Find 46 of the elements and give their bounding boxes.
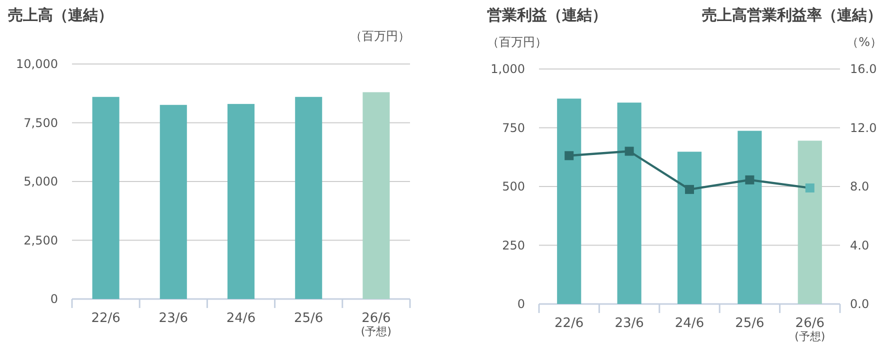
point [745, 175, 754, 184]
x-tick-label: 24/6 [674, 316, 704, 331]
x-tick-label: 24/6 [226, 311, 256, 326]
bar [92, 96, 120, 299]
point [564, 151, 574, 160]
y2-tick-label: 4.0 [850, 238, 870, 252]
x-tick-label: 25/6 [735, 316, 764, 331]
chart-title: 営業利益（連結） [487, 6, 607, 24]
y2-tick-label: 8.0 [850, 180, 870, 194]
bar [160, 104, 187, 299]
y-tick-label: 2,500 [24, 233, 58, 248]
bar [295, 96, 322, 299]
x-tick-label: 25/6 [294, 311, 324, 326]
y-tick-label: 500 [502, 180, 525, 194]
bar [362, 92, 390, 299]
x-tick-label: 23/6 [158, 311, 188, 326]
bar [227, 104, 255, 299]
bar [557, 98, 582, 304]
bar [738, 130, 762, 304]
y-axis-title: （百万円） [350, 29, 410, 43]
y-tick-label: 250 [502, 238, 525, 252]
y-tick-label: 5,000 [24, 174, 58, 188]
y-tick-label: 10,000 [16, 57, 58, 71]
x-tick-label: 26/6 (予想) [360, 311, 392, 338]
y-tick-label: 750 [502, 120, 525, 135]
bar [617, 102, 642, 304]
x-tick-label: 22/6 [554, 316, 584, 331]
y2-tick-label: 12.0 [850, 120, 877, 135]
y-tick-label: 0 [50, 292, 58, 306]
y-tick-label: 7,500 [24, 116, 58, 130]
bar [677, 152, 702, 304]
y-tick-label: 0 [517, 297, 525, 311]
x-tick-label: 22/6 [91, 311, 120, 326]
bar [798, 140, 822, 304]
y-axis-title: （百万円） [487, 35, 547, 49]
x-tick-label: 23/6 [614, 316, 644, 331]
y2-tick-label: 0.0 [850, 297, 870, 311]
text: 売上高営業利益率（連結） [702, 6, 882, 24]
y2-tick-label: 16.0 [850, 62, 877, 76]
point [805, 183, 814, 192]
x-tick-label: 26/6 (予想) [794, 316, 826, 343]
y-tick-label: 1,000 [490, 62, 525, 76]
point [624, 146, 634, 156]
chart-title: 売上高（連結） [8, 6, 113, 24]
y2-axis-title: （%） [846, 35, 882, 49]
point [685, 184, 694, 194]
